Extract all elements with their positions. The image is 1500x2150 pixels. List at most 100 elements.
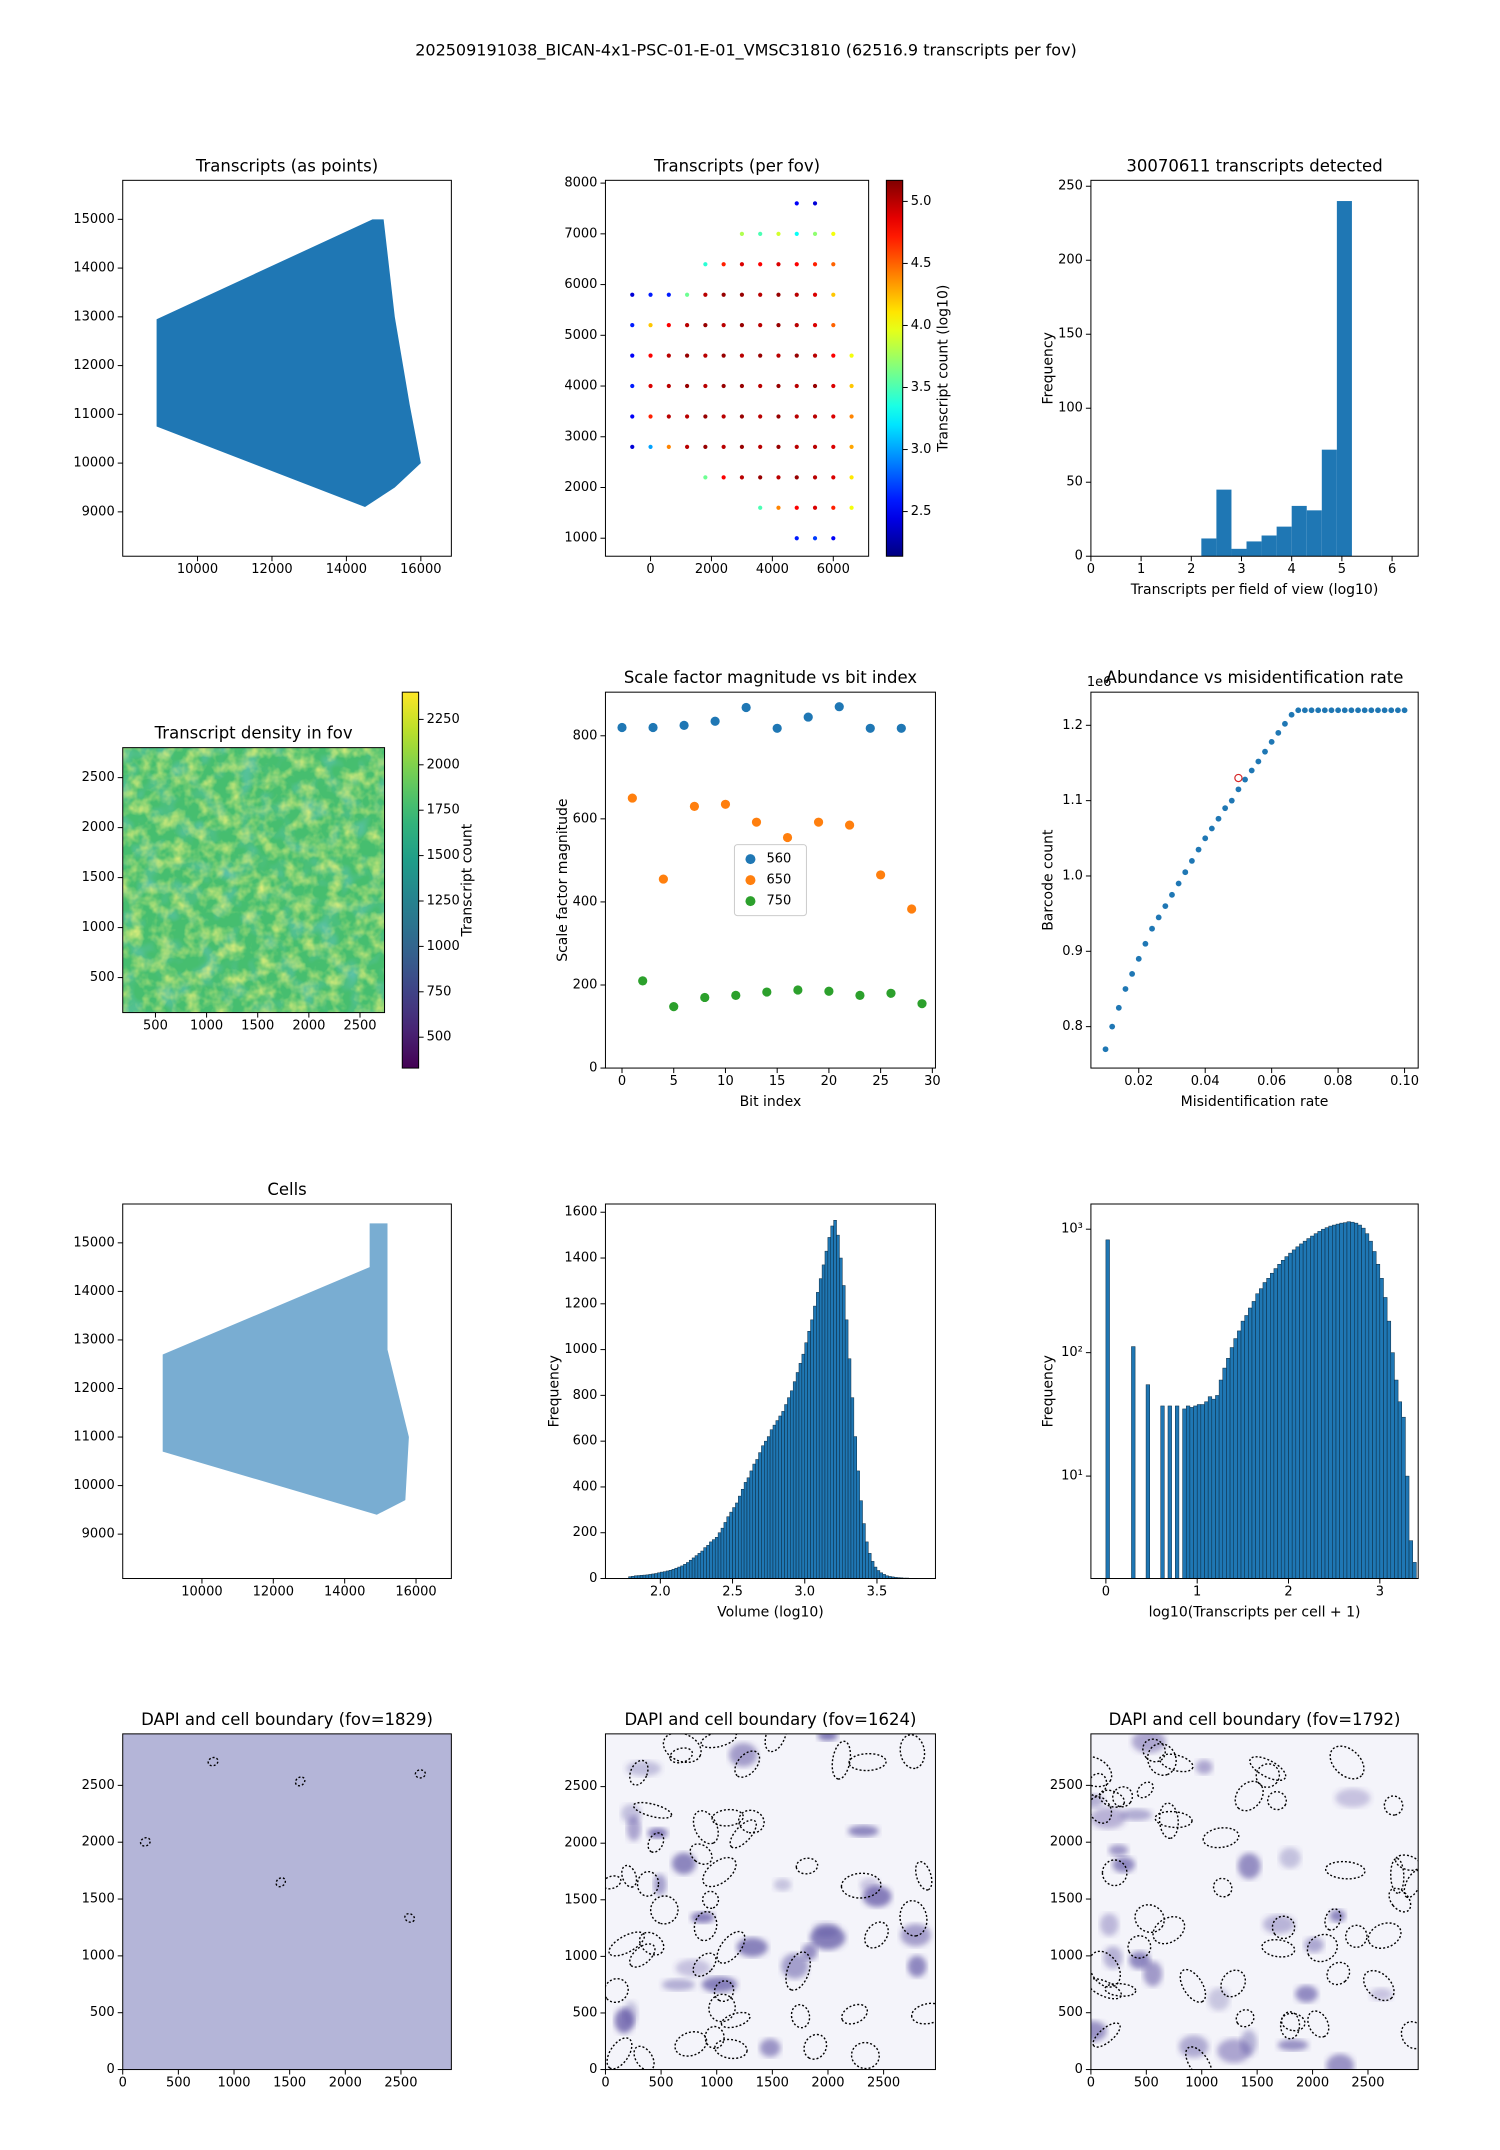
y-tick-label: 0: [1075, 2062, 1083, 2077]
dapi-image: [122, 1733, 452, 2070]
plot-area: [122, 1733, 452, 2070]
y-tick-label: 1000: [82, 920, 115, 935]
cell-boundary: [1271, 1915, 1296, 1940]
bar: [1336, 201, 1352, 557]
axes-frame: [1090, 1203, 1419, 1580]
point: [684, 414, 690, 419]
bar: [1343, 1222, 1348, 1579]
cell-boundary: [608, 1931, 646, 1957]
point: [630, 323, 635, 328]
point: [703, 414, 708, 419]
point: [666, 444, 671, 450]
cell-boundary: [692, 1810, 719, 1845]
bar: [746, 1477, 751, 1579]
cell-boundary: [1092, 2022, 1121, 2048]
cell-boundary: [1362, 1969, 1395, 2002]
y-tick-label: 1500: [82, 1892, 115, 1907]
bar: [738, 1495, 742, 1579]
bar: [686, 1562, 690, 1579]
cell-boundary: [1134, 1904, 1165, 1934]
cell-boundary: [1367, 1922, 1402, 1949]
colorbar-tick-label: 5.0: [911, 194, 932, 209]
cell-boundary: [1212, 1877, 1233, 1898]
y-tick-label: 1000: [564, 531, 597, 546]
bar: [665, 1570, 670, 1579]
y-tick-label: 13000: [73, 1332, 114, 1347]
point: [831, 323, 836, 328]
point: [721, 414, 726, 419]
bar: [1145, 1384, 1150, 1579]
bar: [1255, 1293, 1260, 1579]
nucleus: [1112, 1856, 1136, 1873]
x-tick-label: 2500: [384, 2075, 417, 2090]
point: [896, 723, 906, 733]
nucleus: [907, 1955, 927, 1978]
y-tick-label: 500: [90, 970, 115, 985]
point: [849, 414, 854, 419]
x-tick-label: 1000: [1185, 2075, 1218, 2090]
cell-boundary: [1146, 1742, 1177, 1776]
bar: [1288, 1252, 1293, 1579]
point: [794, 475, 799, 480]
bar: [1306, 510, 1322, 557]
point: [855, 990, 865, 1000]
x-tick-label: 16000: [400, 562, 441, 577]
bar: [769, 1429, 774, 1579]
bar: [709, 1541, 713, 1579]
x-tick-label: 500: [143, 1018, 168, 1033]
colorbar-tick-label: 4.5: [911, 256, 932, 271]
point: [684, 444, 690, 450]
bar: [766, 1436, 771, 1579]
point: [776, 414, 781, 419]
y-tick-label: 2500: [1050, 1778, 1083, 1793]
cell-boundary: [701, 1890, 720, 1909]
y-tick-label: 800: [573, 728, 598, 743]
point: [658, 874, 668, 884]
bar: [1368, 1240, 1373, 1579]
cell-boundary: [693, 1910, 718, 1942]
point: [648, 444, 653, 450]
bar: [697, 1553, 702, 1579]
point: [758, 292, 763, 297]
y-tick-label: 0.9: [1062, 944, 1083, 959]
y-tick-label: 1000: [564, 1342, 597, 1357]
point: [812, 414, 818, 419]
y-tick-label: 250: [1058, 179, 1083, 194]
bar: [1259, 1288, 1264, 1579]
bar: [804, 1342, 808, 1579]
heatmap-texture: [122, 747, 385, 1013]
cell-boundary: [662, 1733, 702, 1764]
point: [700, 992, 710, 1003]
cell-boundary: [840, 1872, 882, 1899]
axes-frame: [122, 1203, 452, 1580]
colorbar-label: Transcript count: [459, 823, 475, 937]
axes-frame: [1090, 1733, 1419, 2071]
x-tick-label: 0.10: [1390, 1074, 1419, 1089]
bar: [775, 1420, 780, 1579]
bar: [1295, 1246, 1300, 1579]
bar: [743, 1482, 748, 1579]
bar: [1313, 1233, 1318, 1579]
point: [794, 262, 799, 267]
y-tick-label: 1500: [564, 1892, 597, 1907]
axes-title: DAPI and cell boundary (fov=1624): [624, 1710, 916, 1729]
point: [627, 793, 637, 803]
point: [1175, 880, 1182, 887]
point: [831, 383, 836, 389]
point: [1388, 707, 1395, 714]
axes-frame: [604, 1203, 936, 1580]
bar: [1364, 1233, 1370, 1579]
x-tick-label: 6: [1388, 562, 1396, 577]
nucleus: [626, 1816, 641, 1842]
point: [648, 353, 653, 358]
x-tick-label: 1500: [756, 2075, 789, 2090]
point: [758, 475, 763, 480]
bar: [1276, 526, 1292, 557]
axes-frame: [604, 179, 870, 557]
bar: [1233, 1338, 1238, 1579]
y-tick-label: 10³: [1061, 1222, 1083, 1237]
y-tick-label: 1000: [1050, 1948, 1083, 1963]
bar: [1280, 1260, 1286, 1579]
y-offset-label: 1e6: [1087, 675, 1112, 690]
y-tick-label: 200: [573, 977, 598, 992]
